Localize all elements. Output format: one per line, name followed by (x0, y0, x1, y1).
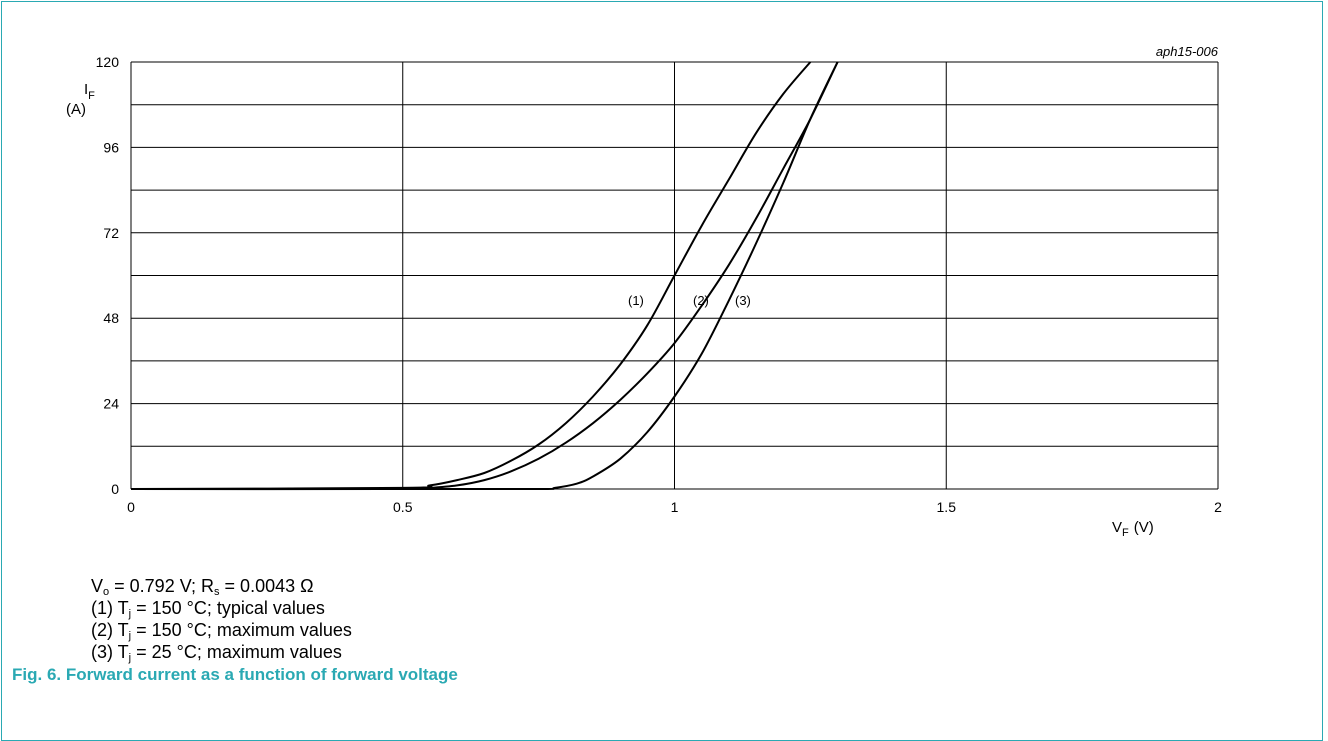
note-line-3: (3) Tj = 25 °C; maximum values (91, 642, 342, 664)
y-axis-label: IF (84, 81, 95, 102)
y-tick-label: 120 (96, 54, 120, 70)
note-line-0: Vo = 0.792 V; Rs = 0.0043 Ω (91, 576, 314, 598)
series-line-1 (130, 61, 812, 490)
x-tick-label: 1.5 (937, 499, 957, 515)
x-tick-label: 0.5 (393, 499, 413, 515)
note-line-2: (2) Tj = 150 °C; maximum values (91, 620, 352, 642)
x-tick-label: 2 (1214, 499, 1222, 515)
y-tick-label: 48 (103, 310, 119, 326)
curve-label-3: (3) (735, 293, 751, 308)
series-line-2 (130, 61, 839, 491)
x-tick-label: 0 (127, 499, 135, 515)
y-tick-label: 24 (103, 396, 119, 412)
chart-curves (130, 61, 839, 491)
series-line-3 (131, 61, 839, 491)
y-tick-label: 0 (111, 481, 119, 497)
curve-label-2: (2) (693, 293, 709, 308)
y-tick-label: 96 (103, 139, 119, 155)
y-tick-label: 72 (103, 225, 119, 241)
note-line-1: (1) Tj = 150 °C; typical values (91, 598, 325, 620)
x-tick-label: 1 (671, 499, 679, 515)
chart-ticks: 0 0.5 1 1.5 2 0 24 48 72 96 120 (96, 54, 1222, 515)
figure-notes: Vo = 0.792 V; Rs = 0.0043 Ω (1) Tj = 150… (91, 575, 352, 664)
chart-grid (130, 61, 1219, 490)
x-axis-label: VF (V) (1112, 519, 1154, 539)
curve-label-1: (1) (628, 293, 644, 308)
figure-caption: Fig. 6. Forward current as a function of… (12, 665, 458, 684)
y-axis-unit: (A) (66, 101, 86, 118)
figure-code: aph15-006 (1156, 44, 1219, 59)
chart: 0 0.5 1 1.5 2 0 24 48 72 96 120 aph15-006 IF (A) V… (66, 44, 1222, 539)
